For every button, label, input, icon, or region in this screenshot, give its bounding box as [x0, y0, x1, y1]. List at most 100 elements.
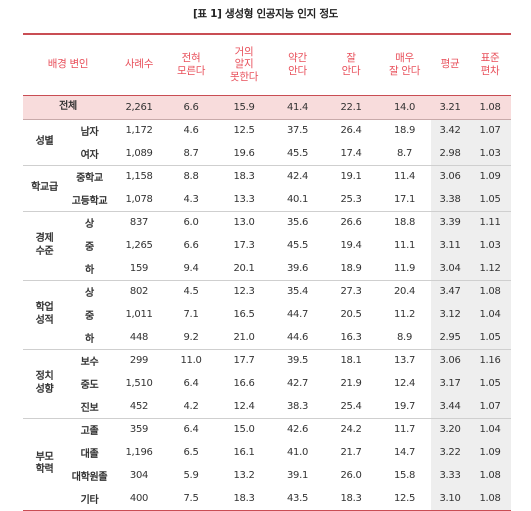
- row-value: 1,158: [125, 171, 153, 183]
- row-value: 1.03: [469, 234, 512, 257]
- row-value: 1.07: [469, 395, 512, 419]
- row-value: 837: [129, 217, 149, 229]
- row-value: 12.4: [217, 395, 272, 419]
- row-value: 25.3: [324, 188, 379, 212]
- row-value: 3.11: [431, 234, 470, 257]
- row-value: 1.16: [469, 349, 512, 372]
- row-value: 7.5: [165, 487, 218, 511]
- row-value: 3.38: [431, 188, 470, 212]
- row-value: 9.2: [165, 326, 218, 350]
- row-label: 남자: [80, 127, 99, 139]
- row-value: 26.4: [340, 125, 362, 137]
- row-value: 3.17: [431, 372, 470, 395]
- row-label: 기타: [66, 487, 114, 511]
- row-value: 1.05: [469, 326, 512, 350]
- table-row: 진보 452 4.2 12.4 38.3 25.4 19.7 3.44 1.07: [23, 395, 512, 419]
- header-cell: 전혀 모른다: [165, 33, 218, 96]
- row-value: 802: [129, 286, 149, 298]
- row-value: 13.2: [233, 470, 255, 481]
- row-value: 11.1: [393, 240, 416, 251]
- row-value: 3.06: [431, 349, 470, 372]
- row-value: 18.9: [324, 257, 379, 281]
- row-value: 1.04: [469, 303, 512, 326]
- row-label: 고졸: [80, 426, 99, 438]
- group-label: 정치 성향: [23, 349, 66, 419]
- row-value: 45.5: [286, 240, 309, 251]
- row-value: 6.4: [183, 424, 199, 436]
- header-cell: 약간 안다: [271, 33, 325, 96]
- row-label: 하: [66, 326, 114, 350]
- row-value: 6.6: [183, 240, 199, 251]
- row-value: 8.8: [183, 171, 199, 183]
- row-value: 2.98: [431, 142, 470, 166]
- row-value: 37.5: [286, 125, 309, 137]
- row-value: 27.3: [340, 286, 362, 298]
- row-value: 21.7: [340, 447, 362, 458]
- row-value: 3.42: [431, 119, 470, 142]
- row-value: 16.3: [324, 326, 379, 350]
- row-value: 1.08: [469, 487, 512, 511]
- row-value: 6.4: [183, 378, 199, 389]
- row-label: 중도: [80, 380, 99, 391]
- row-value: 18.8: [393, 217, 416, 229]
- row-value: 1.09: [469, 165, 512, 188]
- total-value: 15.9: [217, 95, 272, 120]
- row-value: 24.2: [340, 424, 362, 436]
- row-value: 42.6: [286, 424, 309, 436]
- row-label: 상: [85, 288, 94, 300]
- row-value: 304: [129, 470, 149, 481]
- row-value: 1.11: [469, 211, 512, 234]
- header-cell: 거의 알지 못한다: [217, 33, 272, 96]
- row-value: 1.12: [469, 257, 512, 281]
- table-row: 중 1,011 7.1 16.5 44.7 20.5 11.2 3.12 1.04: [23, 303, 512, 326]
- table-body: 전체 2,261 6.6 15.9 41.4 22.1 14.0 3.21 1.08 성별 남자 1,…: [23, 95, 512, 511]
- row-value: 4.2: [165, 395, 218, 419]
- row-value: 16.5: [233, 309, 255, 320]
- row-value: 21.9: [340, 378, 362, 389]
- row-label: 보수: [80, 357, 99, 369]
- total-value: 1.08: [469, 95, 512, 120]
- row-value: 12.5: [378, 487, 432, 511]
- row-value: 3.20: [431, 418, 470, 441]
- table-row: 고등학교 1,078 4.3 13.3 40.1 25.3 17.1 3.38 1.05: [23, 188, 512, 212]
- row-value: 41.0: [286, 447, 309, 458]
- row-value: 13.7: [393, 355, 416, 367]
- table-row: 경제 수준 상 837 6.0 13.0 35.6 26.6 18.8 3.39 1.11: [23, 211, 512, 281]
- row-value: 18.3: [217, 487, 272, 511]
- row-value: 35.6: [286, 217, 309, 229]
- header-cell: 표준 편차: [469, 33, 512, 96]
- row-value: 16.6: [233, 378, 255, 389]
- row-value: 1.03: [469, 142, 512, 166]
- row-value: 11.4: [393, 171, 416, 183]
- total-label: 전체: [23, 95, 114, 120]
- group-label: 부모 학력: [23, 418, 66, 511]
- row-value: 39.1: [286, 470, 309, 481]
- total-row: 전체 2,261 6.6 15.9 41.4 22.1 14.0 3.21 1.08: [23, 95, 512, 120]
- table-row: 학교급 중학교 1,158 8.8 18.3 42.4 19.1 11.4 3.06 1.09: [23, 165, 512, 212]
- row-value: 11.7: [393, 424, 416, 436]
- table-row: 중도 1,510 6.4 16.6 42.7 21.9 12.4 3.17 1.05: [23, 372, 512, 395]
- row-value: 159: [113, 257, 166, 281]
- row-value: 1.09: [469, 441, 512, 464]
- row-label: 중: [85, 242, 94, 253]
- row-value: 359: [129, 424, 149, 436]
- row-value: 4.3: [165, 188, 218, 212]
- row-value: 1.07: [469, 119, 512, 142]
- total-value: 41.4: [271, 95, 325, 120]
- total-value: 14.0: [378, 95, 432, 120]
- total-value: 22.1: [324, 95, 379, 120]
- row-value: 1,265: [125, 240, 153, 251]
- row-value: 11.9: [378, 257, 432, 281]
- row-value: 1.04: [469, 418, 512, 441]
- row-value: 299: [129, 355, 149, 367]
- header-cell: 배경 변인: [23, 33, 114, 96]
- row-value: 3.39: [431, 211, 470, 234]
- row-value: 8.9: [378, 326, 432, 350]
- row-value: 45.5: [271, 142, 325, 166]
- row-value: 44.7: [286, 309, 309, 320]
- row-value: 12.5: [233, 125, 255, 137]
- row-value: 42.7: [286, 378, 309, 389]
- row-value: 1.08: [469, 464, 512, 487]
- table-row: 대졸 1,196 6.5 16.1 41.0 21.7 14.7 3.22 1.09: [23, 441, 512, 464]
- row-value: 40.1: [271, 188, 325, 212]
